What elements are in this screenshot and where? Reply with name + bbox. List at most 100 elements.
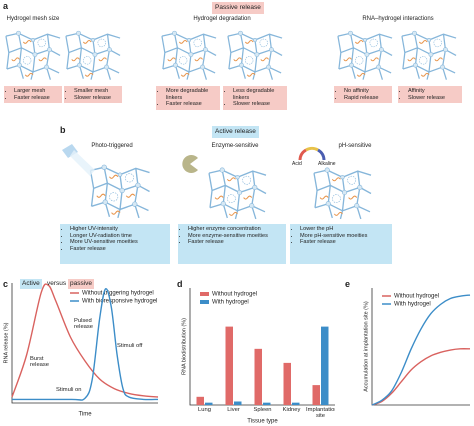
caption-item: Faster release [166,101,217,108]
bar [225,326,233,405]
legend-label: With hydrogel [394,302,431,308]
caption-list: Less degradable linkersSlower release [226,88,284,108]
legend-label: Without triggering hydrogel [82,291,154,297]
panel-label: c [3,279,9,289]
x-axis-label: Time [78,412,92,418]
caption-item: Smaller mesh [74,88,119,95]
hydrogel-illustration [401,30,457,81]
x-tick-label: Spleen [253,407,272,413]
bar [196,396,204,405]
column-heading: Hydrogel mesh size [6,16,60,22]
caption-item: More UV-sensitive moeities [70,239,167,246]
caption-item: Higher UV-intensity [70,226,167,233]
caption-item: Longer UV-radiation time [70,233,167,240]
gauge-label: Acid [292,161,302,167]
caption-item: Lower the pH [300,226,389,233]
bar [205,402,213,405]
caption-item: Faster release [70,246,167,253]
hydrogel-illustration [65,30,121,81]
caption-list: More degradable linkersFaster release [159,88,217,108]
caption-box: No affinityRapid release [334,86,392,104]
caption-item: Larger mesh [14,88,59,95]
caption-item: Slower release [74,95,119,102]
caption-item: Rapid release [344,95,389,102]
hydrogel-illustration [208,166,267,220]
hydrogel-illustration [161,30,217,81]
bar [321,326,329,405]
caption-list: AffinitySlower release [401,88,459,101]
caption-item: No affinity [344,88,389,95]
line-series [371,294,471,406]
x-tick-label: Lung [198,407,211,413]
caption-item: Faster release [14,95,59,102]
caption-list: Lower the pHMore pH-sensitive moeitiesFa… [293,226,389,246]
y-axis-label: RNA release (%) [3,322,9,363]
annotation-box: Burst release [30,356,50,369]
x-tick-label-box: Liver [227,407,240,413]
annotation-box: Pulsed release [74,318,93,330]
axis [11,283,158,404]
x-tick-label: Liver [227,407,240,413]
caption-item: More pH-sensitive moeities [300,233,389,240]
hydrogel-illustration [313,166,372,220]
annotation: Burst release [30,356,50,369]
caption-list: Higher enzyme concentrationMore enzyme-s… [181,226,283,246]
caption-item: Faster release [300,239,389,246]
caption-item: Slower release [233,101,284,108]
legend-label: With hydrogel [212,300,249,306]
caption-box: AffinitySlower release [398,86,462,104]
column-heading: Enzyme-sensitive [211,143,259,149]
column-heading: Photo-triggered [91,143,133,149]
chart-title: passive [68,279,95,289]
x-axis-label: Tissue type [247,419,278,425]
hydrogel-illustration [227,30,283,81]
caption-box: Lower the pHMore pH-sensitive moeitiesFa… [290,224,392,264]
caption-box: Smaller meshSlower release [64,86,122,104]
hydrogel-illustration [337,30,393,81]
column-heading: RNA–hydrogel interactions [362,16,434,22]
caption-item: Slower release [408,95,459,102]
y-axis-label: RNA biodistribution (%) [181,318,187,375]
caption-item: More enzyme-sensitive moeities [188,233,283,240]
caption-box: Larger meshFaster release [4,86,62,104]
enzyme-icon [182,155,198,173]
caption-list: No affinityRapid release [337,88,389,101]
caption-item: Faster release [188,239,283,246]
legend-label: Without hydrogel [394,294,439,300]
caption-box: More degradable linkersFaster release [156,86,220,111]
x-tick-label: Kidney [282,407,301,413]
column-heading: Hydrogel degradation [193,16,251,22]
x-tick-label-box: Implantation site [306,407,335,420]
y-axis-label: Accumulation at implantation site (%) [363,301,369,392]
hydrogel-illustration [89,164,151,219]
legend-label: Without hydrogel [212,292,257,298]
panel-label: d [177,279,183,289]
x-tick-label-box: Kidney [282,407,301,413]
section-title: Passive release [212,2,264,14]
annotation: Stimuli off [117,343,143,349]
chart-title: Active [20,279,42,289]
gauge-label: Alkaline [318,161,336,167]
panel-label: b [60,125,66,135]
bar [283,362,291,405]
bar [254,348,262,405]
line-series [11,283,159,398]
section-title: Active release [212,126,259,138]
legend-label: With bioresponsive hydrogel [82,299,157,305]
bar [312,385,320,405]
x-tick-label: Implantation site [306,407,335,420]
x-tick-label-box: Spleen [253,407,272,413]
bar [263,402,271,405]
caption-item: Affinity [408,88,459,95]
bar [292,402,300,405]
uv-lamp-icon [62,144,95,176]
caption-item: More degradable linkers [166,88,217,101]
annotation-box: Stimuli on [56,387,81,393]
panel-label: e [345,279,351,289]
chart-title: versus [47,280,67,287]
caption-item: Less degradable linkers [233,88,284,101]
caption-box: Higher UV-intensityLonger UV-radiation t… [60,224,170,264]
bar [234,401,242,405]
